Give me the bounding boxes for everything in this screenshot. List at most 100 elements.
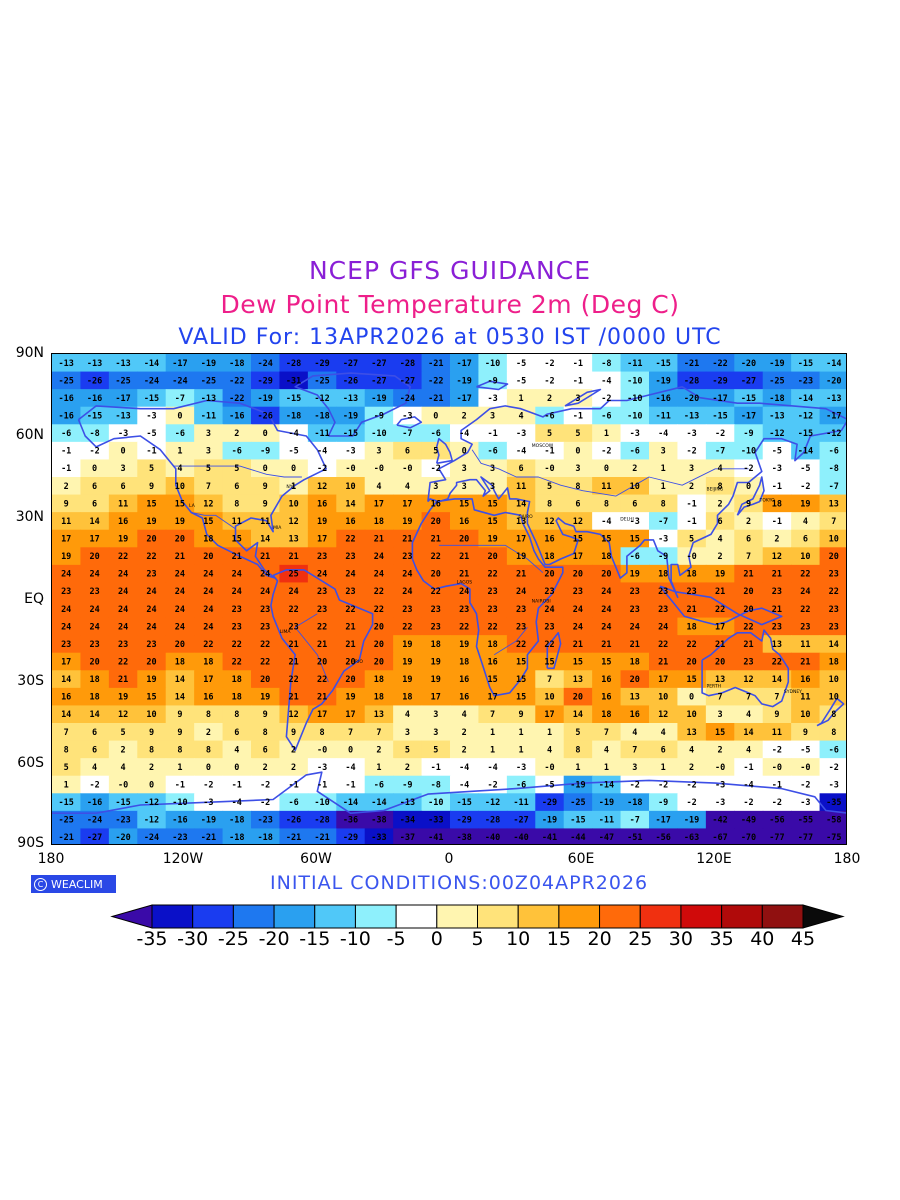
city-marker: TOKYO <box>759 498 776 504</box>
field-cell <box>251 775 281 794</box>
field-cell <box>450 723 480 742</box>
field-cell <box>393 371 423 390</box>
field-cell <box>478 793 508 812</box>
field-cell <box>222 723 252 742</box>
field-cell <box>734 687 764 707</box>
border-line <box>438 544 544 574</box>
grid-value: -7 <box>402 429 412 439</box>
field-cell <box>80 600 110 619</box>
grid-value: -24 <box>144 833 159 843</box>
grid-value: 9 <box>149 728 154 738</box>
dew-point-map: -13 -13 -13 -14 -17 -19 -18 -24 -28 -29 -27 -27 -28-… <box>52 354 846 844</box>
grid-value: -3 <box>800 798 810 808</box>
grid-value: -14 <box>371 798 386 808</box>
grid-value: 4 <box>92 763 97 773</box>
grid-value: -6 <box>431 429 441 439</box>
grid-value: -19 <box>599 798 614 808</box>
initial-conditions: INITIAL CONDITIONS:00Z04APR2026 <box>270 872 649 894</box>
field-cell <box>194 652 224 671</box>
grid-value: -6 <box>544 412 554 422</box>
field-cell <box>165 564 195 584</box>
grid-value: 24 <box>374 570 384 580</box>
grid-value: 2 <box>718 499 723 509</box>
field-cell <box>307 723 337 742</box>
grid-value: 0 <box>234 763 239 773</box>
map-panel[interactable]: -13 -13 -13 -14 -17 -19 -18 -24 -28 -29 -27 -27 -28-… <box>51 353 847 845</box>
grid-value: 24 <box>630 622 640 632</box>
field-cell <box>80 635 110 654</box>
field-cell <box>535 371 565 390</box>
field-cell <box>762 494 792 513</box>
grid-value: 1 <box>519 728 524 738</box>
field-cell <box>52 564 82 584</box>
field-cell <box>307 354 337 373</box>
field-cell <box>535 354 565 373</box>
field-cell <box>364 810 394 830</box>
field-cell <box>307 424 337 443</box>
grid-value: 23 <box>146 570 156 580</box>
field-cell <box>222 459 252 478</box>
colorbar-tick-label: 5 <box>471 928 484 950</box>
grid-value: 4 <box>177 464 182 474</box>
grid-value: -10 <box>741 447 756 457</box>
field-cell <box>194 705 224 724</box>
field-cell <box>421 459 451 478</box>
field-cell <box>677 793 707 812</box>
grid-value: 10 <box>630 482 640 492</box>
field-cell <box>762 670 792 689</box>
grid-value: -1 <box>146 447 156 457</box>
grid-value: 14 <box>175 693 185 703</box>
grid-value: -1 <box>544 447 554 457</box>
field-cell <box>450 705 480 724</box>
field-cell <box>336 793 366 812</box>
field-cell <box>791 723 821 742</box>
grid-value: 14 <box>175 675 185 685</box>
field-cell <box>506 600 536 619</box>
grid-value: 13 <box>829 499 839 509</box>
colorbar-tick-label: 0 <box>430 928 443 950</box>
field-cell <box>819 371 846 390</box>
field-cell <box>620 512 650 531</box>
field-cell <box>478 371 508 390</box>
field-cell <box>52 529 82 548</box>
field-cell <box>194 547 224 566</box>
grid-value: -21 <box>314 833 329 843</box>
field-cell <box>364 828 394 844</box>
field-cell <box>450 512 480 531</box>
grid-value: -21 <box>428 394 443 404</box>
grid-value: 9 <box>519 710 524 720</box>
grid-value: 21 <box>118 675 128 685</box>
grid-value: 3 <box>206 447 211 457</box>
field-cell <box>364 494 394 513</box>
field-cell <box>421 529 451 548</box>
field-cell <box>478 652 508 671</box>
grid-value: 5 <box>433 447 438 457</box>
grid-value: -14 <box>599 781 614 791</box>
grid-value: 7 <box>746 693 751 703</box>
field-cell <box>592 441 622 461</box>
grid-value: 20 <box>630 675 640 685</box>
field-cell <box>393 758 423 777</box>
colorbar-swatch <box>517 904 560 929</box>
field-cell <box>336 828 366 844</box>
field-cell <box>251 828 281 844</box>
grid-value: -10 <box>627 394 642 404</box>
weaclim-logo[interactable]: C WEACLIM <box>31 875 116 893</box>
grid-value: 4 <box>718 464 723 474</box>
grid-value: 12 <box>118 710 128 720</box>
grid-value: -20 <box>115 833 130 843</box>
city-marker: RIO <box>355 659 363 665</box>
field-cell <box>307 617 337 636</box>
grid-value: 14 <box>573 710 583 720</box>
field-cell <box>336 600 366 619</box>
grid-value: 18 <box>601 710 611 720</box>
grid-value: 0 <box>206 763 211 773</box>
field-cell <box>364 547 394 566</box>
grid-value: 24 <box>61 570 71 580</box>
grid-value: -49 <box>741 816 756 826</box>
colorbar-swatch <box>354 904 397 929</box>
grid-value: 21 <box>743 570 753 580</box>
grid-value: 6 <box>92 482 97 492</box>
field-cell <box>705 371 735 390</box>
grid-value: 21 <box>288 658 298 668</box>
